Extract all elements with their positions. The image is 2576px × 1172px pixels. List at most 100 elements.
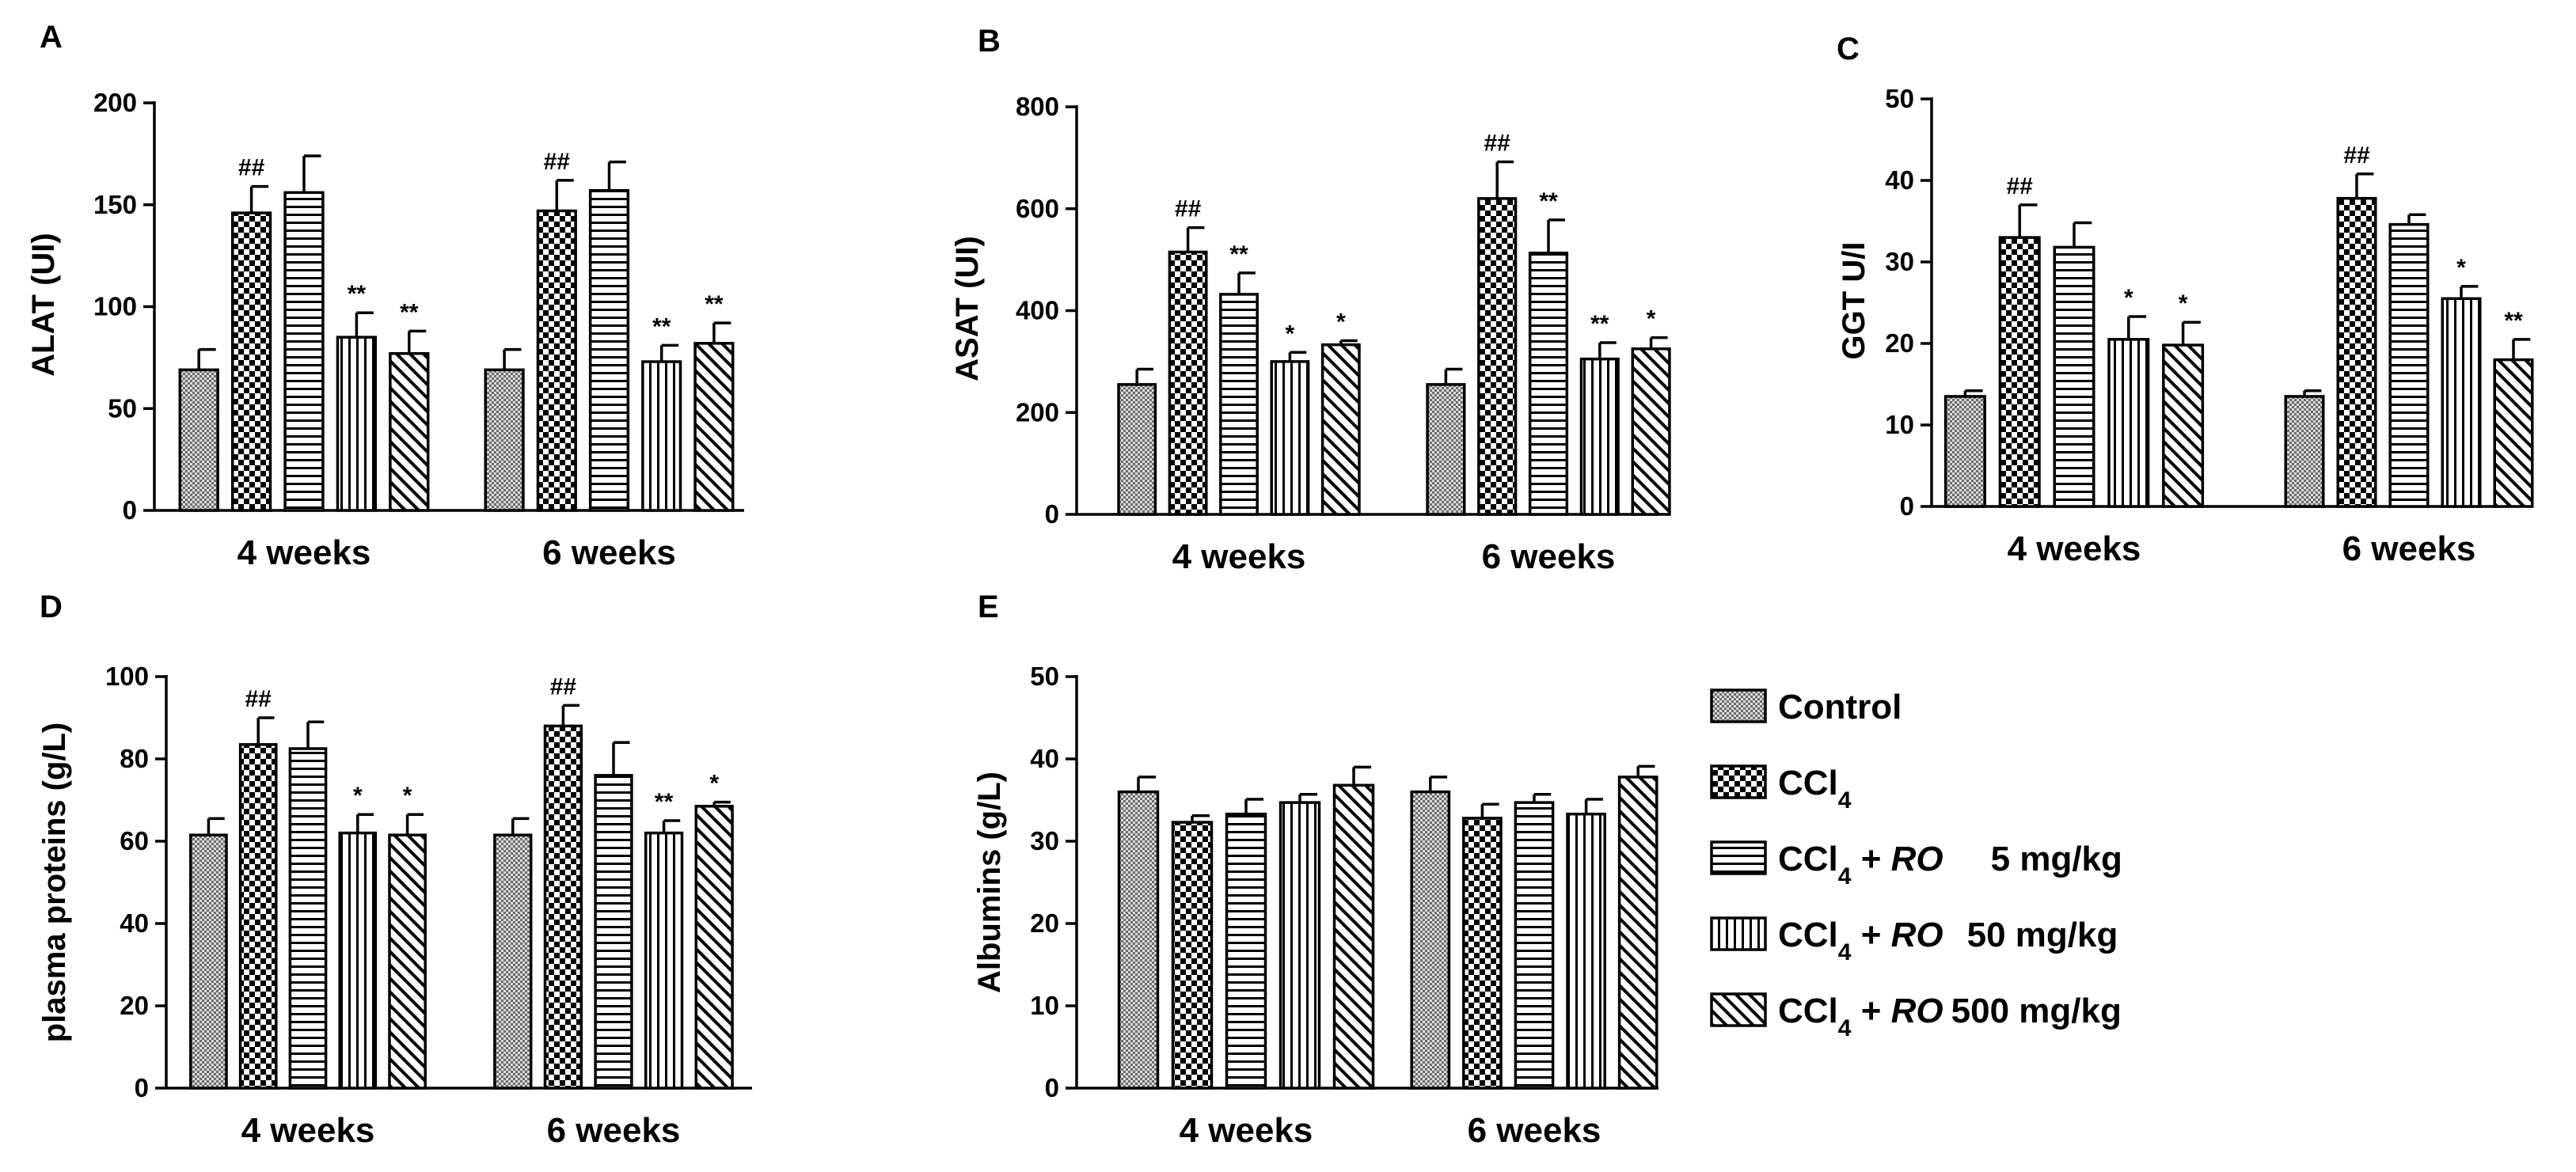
y-tick-label: 30: [1030, 826, 1059, 855]
legend-item: CCl4 + RO 50 mg/kg: [1710, 916, 2118, 965]
x-category-label: 6 weeks: [1482, 537, 1616, 576]
panel-letter: C: [1837, 32, 1860, 66]
y-tick-label: 0: [1900, 491, 1914, 521]
y-tick-label: 40: [120, 908, 149, 938]
y-tick-label: 40: [1030, 744, 1059, 773]
legend-item: Control: [1710, 688, 1902, 726]
significance-label: *: [2456, 255, 2466, 281]
bar: [1168, 250, 1208, 516]
bar: [1566, 812, 1606, 1090]
bar: [1117, 383, 1157, 516]
bar: [588, 188, 630, 512]
y-tick-label: 60: [120, 826, 149, 855]
panel-e: E 0 10 20 30 40 50 Albumins (g/L) 4 weeks 6 weeks: [972, 590, 1658, 1150]
legend: Control CCl4 CCl4 + RO 5 mg/kg CCl4 + RO 50 m…: [1710, 688, 2122, 1041]
bar: [1998, 236, 2041, 508]
y-tick-label: 50: [108, 393, 137, 423]
x-category-label: 6 weeks: [547, 1111, 681, 1150]
y-tick-label: 200: [1016, 397, 1059, 427]
bar: [1617, 776, 1658, 1090]
significance-label: *: [709, 771, 719, 797]
legend-label: CCl4 + RO 50 mg/kg: [1778, 916, 2118, 965]
bar: [641, 360, 682, 512]
significance-label: **: [348, 281, 367, 307]
bar: [1320, 343, 1361, 516]
y-tick-label: 40: [1885, 165, 1914, 195]
significance-label: ##: [544, 149, 571, 175]
bar: [388, 833, 427, 1090]
significance-label: *: [2179, 290, 2188, 317]
legend-swatch: [1710, 916, 1767, 951]
y-tick-label: 150: [93, 190, 137, 219]
legend-item: CCl4 + RO 5 mg/kg: [1710, 840, 2122, 889]
y-tick-label: 200: [93, 88, 137, 117]
legend-swatch: [1710, 992, 1767, 1027]
significance-label: **: [1539, 188, 1558, 214]
bar: [1514, 801, 1555, 1090]
x-category-label: 6 weeks: [1468, 1111, 1601, 1150]
x-category-label: 6 weeks: [2342, 529, 2476, 568]
y-axis-label: Albumins (g/L): [972, 772, 1007, 993]
panel-letter: D: [40, 590, 63, 624]
significance-label: **: [655, 789, 674, 815]
y-tick-label: 0: [135, 1073, 149, 1102]
bar: [1943, 395, 1986, 508]
significance-label: *: [1336, 309, 1346, 335]
y-tick-label: 20: [1030, 908, 1059, 938]
y-tick-label: 800: [1016, 92, 1059, 121]
panel-letter: B: [978, 24, 1001, 59]
bar: [1270, 360, 1310, 516]
legend-item: CCl4 + RO 500 mg/kg: [1710, 992, 2122, 1041]
panel-letter: E: [978, 590, 999, 624]
legend-label: CCl4 + RO 500 mg/kg: [1778, 992, 2122, 1041]
bar: [389, 351, 430, 512]
significance-label: *: [403, 783, 412, 809]
bar: [493, 833, 533, 1090]
y-tick-label: 0: [1045, 1073, 1059, 1102]
y-axis-label: GGT U/I: [1837, 242, 1871, 360]
bar: [1631, 347, 1671, 516]
significance-label: ##: [1484, 131, 1511, 157]
y-tick-label: 100: [105, 662, 149, 691]
y-tick-label: 20: [1885, 328, 1914, 358]
y-tick-label: 0: [123, 495, 137, 525]
significance-label: ##: [245, 686, 272, 712]
y-tick-label: 10: [1885, 410, 1914, 439]
bar: [1279, 801, 1321, 1090]
bar: [2388, 222, 2430, 508]
bar: [1332, 783, 1375, 1090]
significance-label: **: [705, 291, 724, 317]
bar: [336, 336, 378, 512]
bar: [230, 211, 272, 512]
bar: [1426, 383, 1466, 516]
bar: [1225, 812, 1267, 1090]
legend-swatch: [1710, 764, 1767, 799]
bar: [543, 724, 583, 1090]
significance-label: ##: [2343, 142, 2370, 169]
bar: [288, 747, 328, 1090]
significance-label: ##: [2007, 173, 2034, 199]
legend-item: CCl4: [1710, 764, 1852, 814]
significance-label: *: [353, 783, 363, 809]
bar: [178, 368, 219, 512]
y-tick-label: 0: [1045, 499, 1059, 529]
bar: [1219, 293, 1259, 516]
y-tick-label: 50: [1885, 84, 1914, 113]
y-tick-label: 50: [1030, 662, 1059, 691]
significance-label: *: [1647, 306, 1656, 332]
panel-letter: A: [40, 20, 63, 55]
y-axis-label: ASAT (UI): [950, 236, 985, 381]
bar: [1462, 817, 1503, 1090]
bar: [1579, 357, 1620, 516]
significance-label: **: [400, 299, 419, 325]
bar: [484, 368, 525, 512]
significance-label: ##: [550, 673, 577, 700]
bar: [536, 209, 577, 512]
panel-a: A 0 50 100 150 200 ALAT (UI) ## ** ** 4 weeks ## ** *…: [26, 20, 744, 572]
bar: [238, 743, 278, 1090]
significance-label: *: [1286, 320, 1295, 347]
significance-label: ##: [238, 155, 265, 181]
bar: [1171, 821, 1214, 1090]
